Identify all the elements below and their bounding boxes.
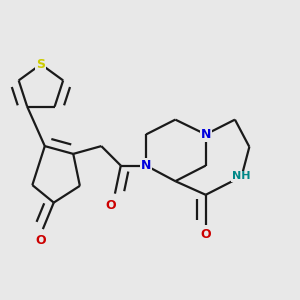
Text: O: O [200,228,211,242]
Text: N: N [200,128,211,141]
Text: O: O [36,233,46,247]
Text: NH: NH [232,172,251,182]
Text: O: O [106,199,116,212]
Text: S: S [36,58,45,71]
Text: N: N [141,159,151,172]
